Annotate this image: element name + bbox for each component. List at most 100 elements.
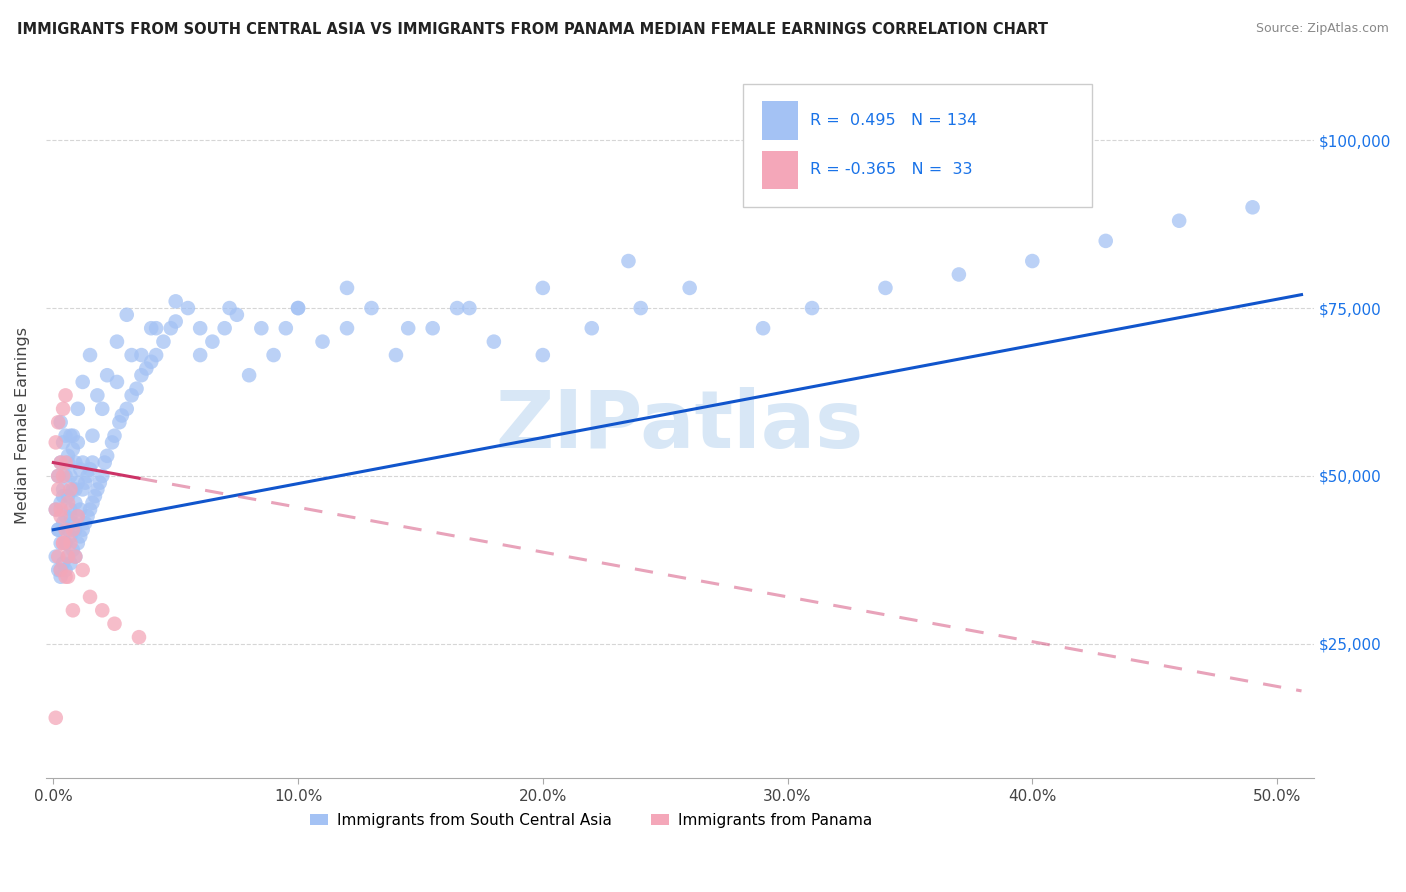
Point [101,435,124,450]
Point [82,496,104,510]
Point [62,523,84,537]
Point [66,509,89,524]
Point [52,435,75,450]
Point [76,509,98,524]
Point [49,509,72,524]
Point [72,563,94,577]
Point [103,428,125,442]
Y-axis label: Median Female Earnings: Median Female Earnings [15,327,30,524]
Point [46,523,69,537]
Point [141,355,163,369]
Point [76,469,98,483]
Point [188,321,211,335]
Point [66,509,89,524]
Point [72,483,94,497]
Point [52,469,75,483]
Point [145,348,167,362]
Point [49,563,72,577]
Point [336,281,359,295]
Point [62,483,84,497]
Point [52,536,75,550]
Point [59,428,82,442]
Point [66,536,89,550]
Point [45,549,67,564]
Point [79,502,101,516]
Point [630,301,652,315]
Legend: Immigrants from South Central Asia, Immigrants from Panama: Immigrants from South Central Asia, Immi… [304,807,879,834]
Point [55,570,77,584]
Point [96,368,118,383]
Point [263,348,285,362]
Point [581,321,603,335]
Point [56,523,79,537]
Point [89,475,111,490]
Point [121,348,143,362]
Point [188,348,211,362]
Point [287,301,309,315]
Point [45,435,67,450]
Point [52,489,75,503]
Point [56,456,79,470]
Point [55,509,77,524]
Point [360,301,382,315]
Point [59,483,82,497]
Point [52,516,75,530]
Point [875,281,897,295]
Point [79,348,101,362]
Point [1021,254,1043,268]
Point [56,449,79,463]
Point [46,483,69,497]
Point [62,542,84,557]
Point [52,483,75,497]
Point [617,254,640,268]
Point [152,334,174,349]
Point [177,301,200,315]
Point [59,509,82,524]
Point [141,321,163,335]
Point [91,469,114,483]
Point [336,321,359,335]
Point [93,456,115,470]
Point [55,536,77,550]
Point [59,529,82,543]
Point [46,469,69,483]
Point [1241,200,1264,214]
Point [59,536,82,550]
Point [59,469,82,483]
Point [66,401,89,416]
Point [56,570,79,584]
Point [66,475,89,490]
Point [145,321,167,335]
Point [165,294,187,309]
Point [62,442,84,456]
Point [82,428,104,442]
FancyBboxPatch shape [762,101,797,140]
Point [287,301,309,315]
Point [69,529,91,543]
Point [65,549,87,564]
Point [75,475,97,490]
Point [91,603,114,617]
Point [49,456,72,470]
FancyBboxPatch shape [762,151,797,189]
Point [56,549,79,564]
Point [72,523,94,537]
Point [55,388,77,402]
Point [1094,234,1116,248]
Text: R =  0.495   N = 134: R = 0.495 N = 134 [810,112,977,128]
Point [422,321,444,335]
Point [69,502,91,516]
Point [62,428,84,442]
Point [218,301,240,315]
Point [115,308,138,322]
Point [801,301,824,315]
Point [52,401,75,416]
Point [752,321,775,335]
Point [131,368,153,383]
Point [128,630,150,644]
Point [385,348,408,362]
Point [679,281,702,295]
Point [86,388,108,402]
Point [49,496,72,510]
Point [121,388,143,402]
